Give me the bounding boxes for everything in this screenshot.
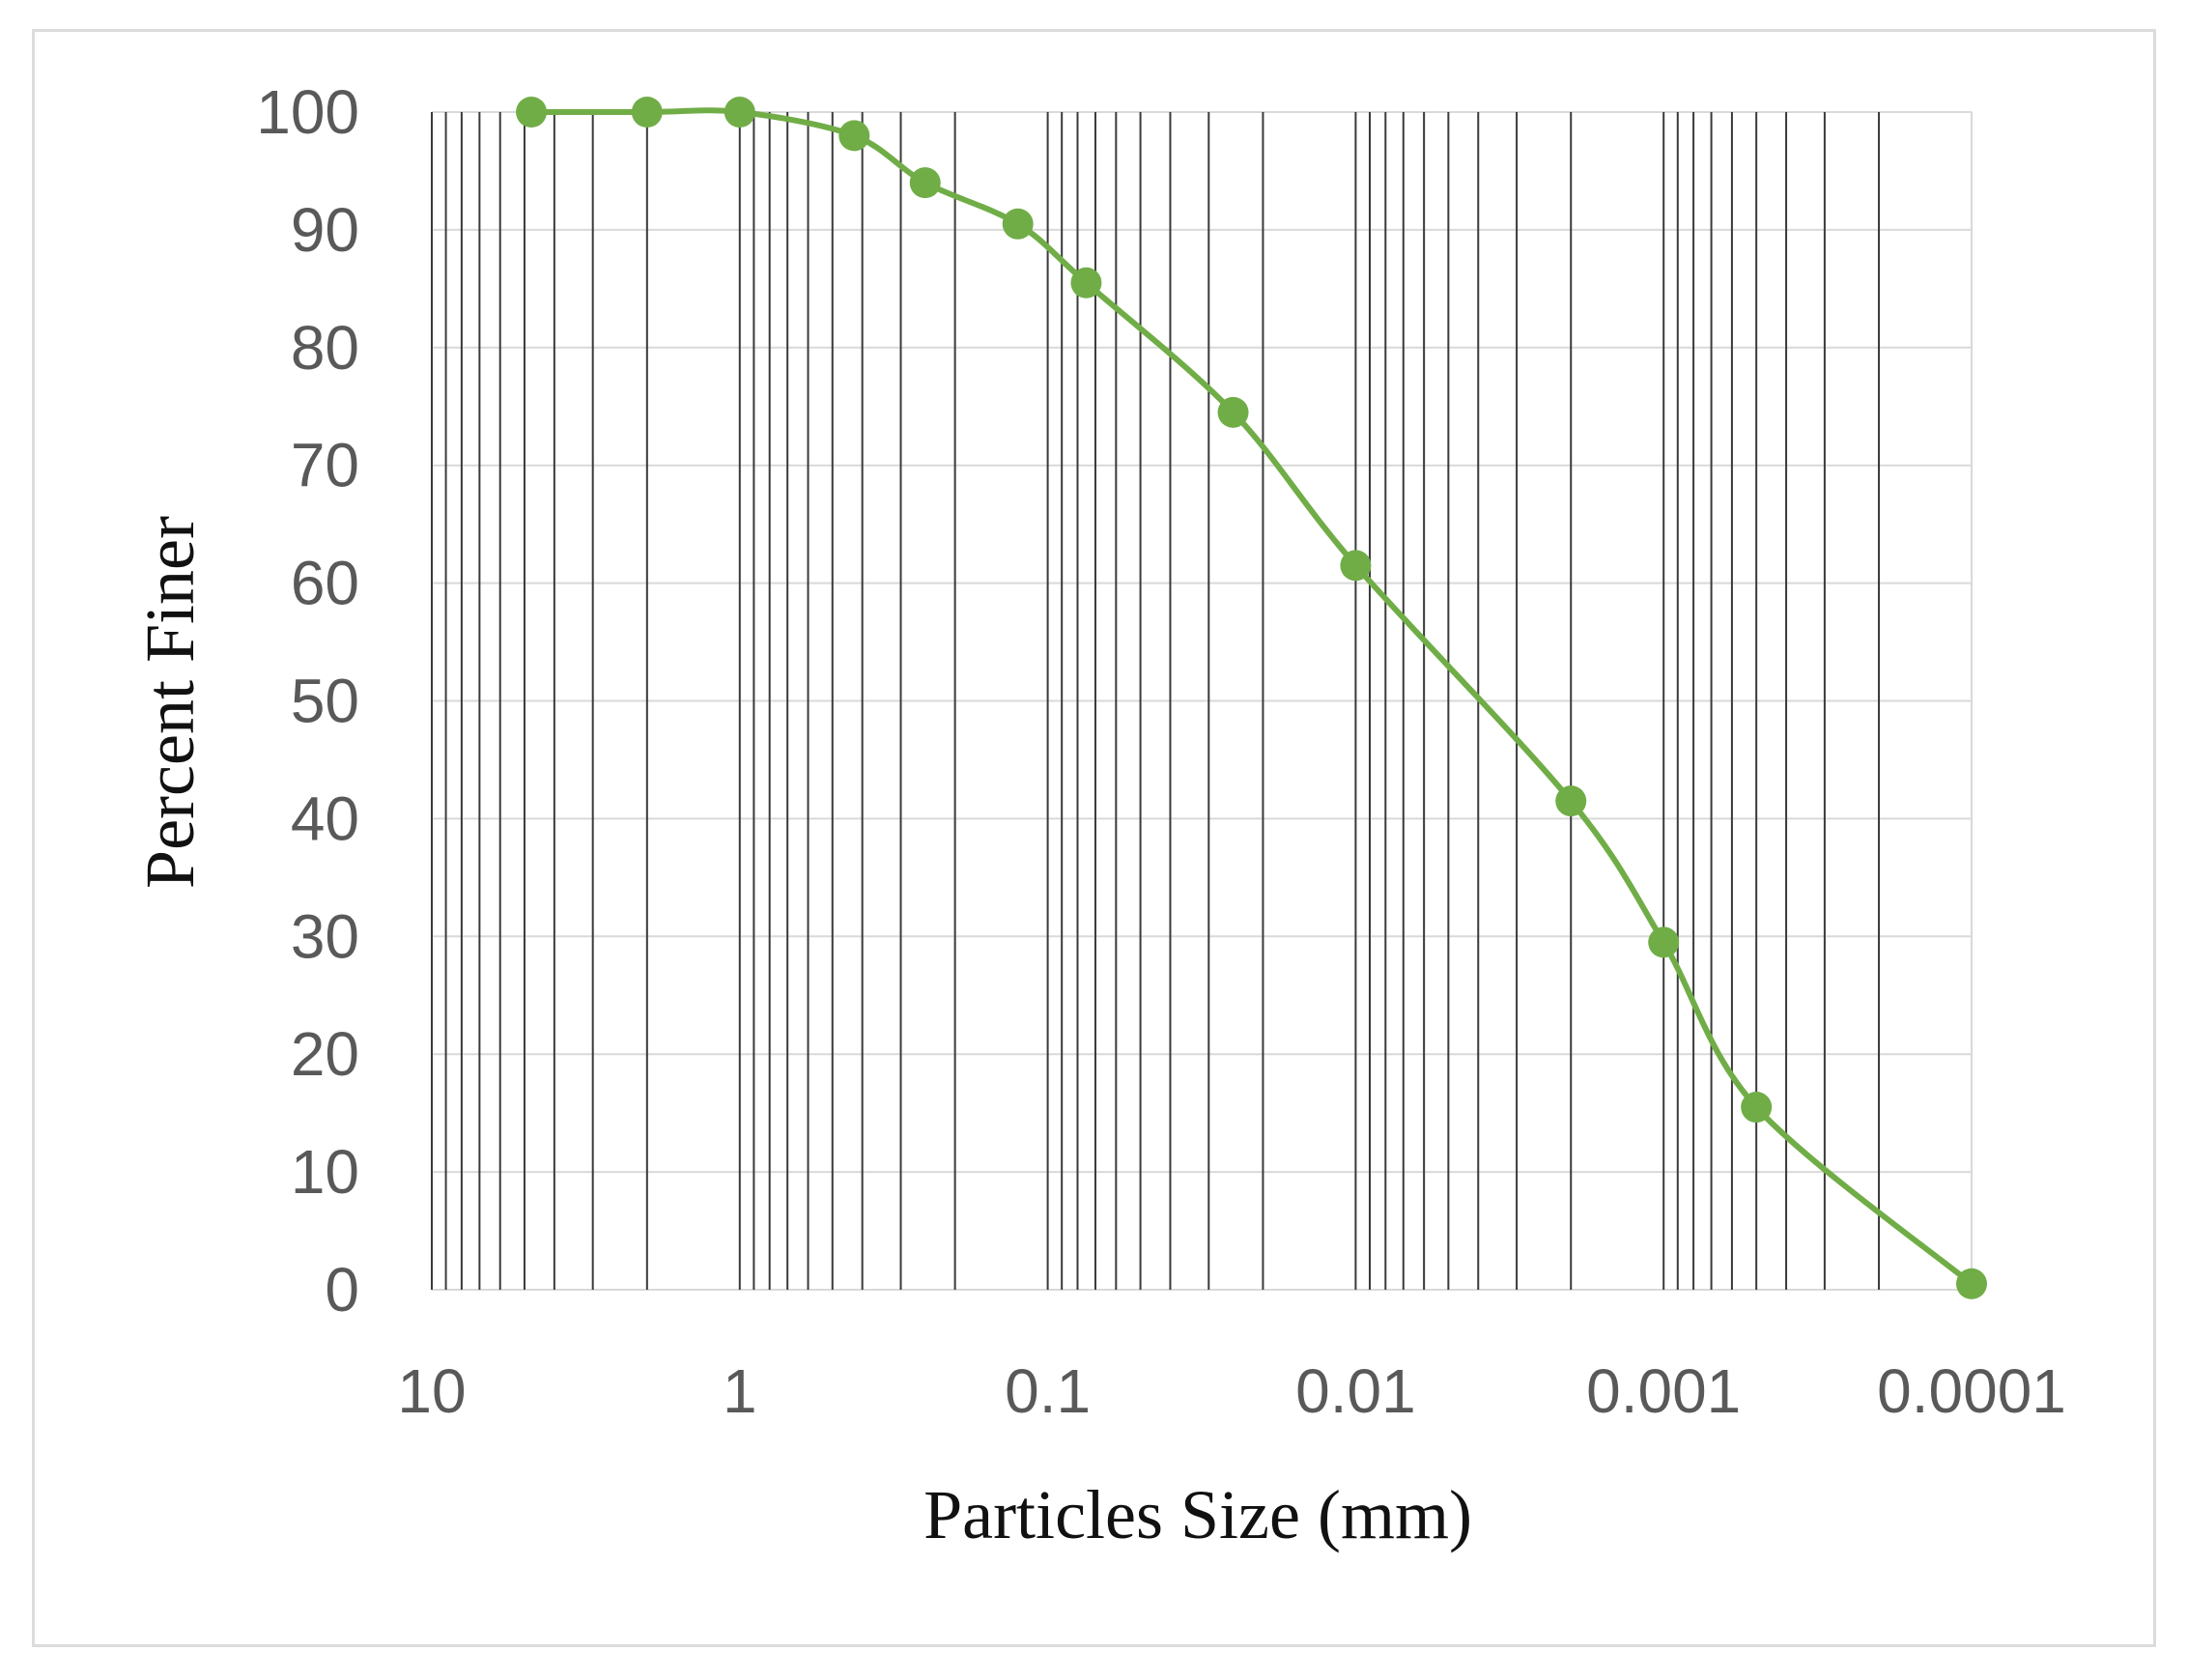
y-tick-label: 30 — [291, 901, 359, 971]
y-axis-title: Percent Finer — [131, 516, 209, 889]
y-tick-label: 40 — [291, 783, 359, 853]
vertical-gridlines — [431, 112, 1973, 1290]
x-tick-label: 0.001 — [1586, 1356, 1741, 1426]
data-point — [516, 97, 548, 128]
data-point — [1002, 208, 1034, 240]
y-tick-label: 90 — [291, 195, 359, 265]
x-axis-title: Particles Size (mm) — [923, 1476, 1472, 1553]
x-tick-label: 1 — [723, 1356, 757, 1426]
data-point — [838, 120, 870, 152]
data-point — [1648, 926, 1680, 958]
x-tick-label: 0.01 — [1295, 1356, 1416, 1426]
data-point — [1555, 785, 1587, 817]
data-point — [1070, 267, 1102, 299]
data-point — [724, 97, 755, 128]
y-tick-label: 50 — [291, 667, 359, 736]
x-tick-label: 0.0001 — [1877, 1356, 2066, 1426]
y-tick-label: 10 — [291, 1137, 359, 1207]
data-point — [1217, 396, 1249, 428]
series-points-group — [516, 97, 1987, 1299]
y-tick-label: 70 — [291, 431, 359, 500]
y-tick-label: 60 — [291, 549, 359, 618]
data-point — [1956, 1267, 1987, 1299]
chart-frame — [32, 29, 2156, 1647]
horizontal-gridlines — [432, 111, 1972, 1291]
x-tick-labels: 10 1 0.1 0.01 0.001 0.0001 — [397, 1356, 2065, 1426]
data-point — [631, 97, 663, 128]
y-tick-labels: 0 10 20 30 40 50 60 70 80 90 100 — [256, 77, 359, 1324]
data-point — [1741, 1092, 1773, 1124]
data-point — [909, 167, 941, 199]
y-tick-label: 100 — [256, 77, 359, 147]
data-point — [1340, 550, 1372, 582]
y-tick-label: 80 — [291, 313, 359, 383]
y-tick-label: 0 — [325, 1255, 359, 1324]
x-tick-label: 0.1 — [1005, 1356, 1091, 1426]
x-tick-label: 10 — [397, 1356, 466, 1426]
y-tick-label: 20 — [291, 1019, 359, 1089]
